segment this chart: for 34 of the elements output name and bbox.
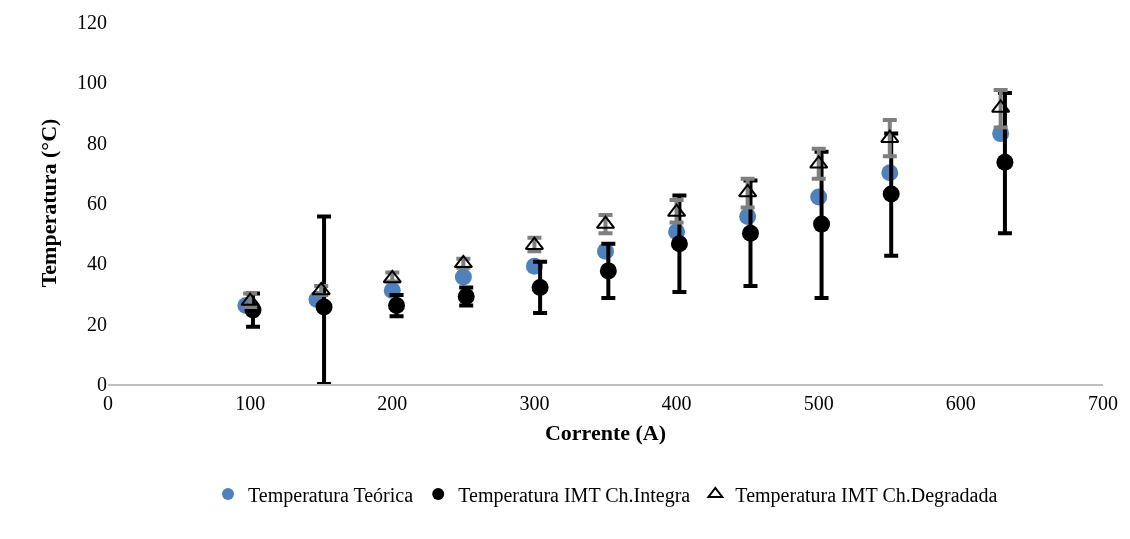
point [531,278,549,296]
y-axis-title: Temperatura (°C) [35,118,61,288]
y-tick-label: 60 [87,192,107,214]
point [742,224,759,242]
legend-label: Temperatura IMT Ch.Integra [458,483,691,507]
point [670,235,688,253]
x-tick-label: 500 [803,392,834,414]
point [388,297,406,315]
x-tick-label: 300 [519,392,550,414]
point [996,153,1014,171]
legend-label: Temperatura Teórica [248,483,414,507]
point [813,215,831,233]
point [882,185,900,203]
point [880,129,900,143]
point [991,99,1011,113]
x-tick-label: 100 [235,392,266,414]
x-axis-title: Corrente (A) [544,420,667,446]
point [809,155,829,169]
point [737,183,758,198]
point [599,262,617,280]
x-tick-label: 700 [1088,392,1118,414]
y-tick-label: 20 [87,312,107,335]
point [240,292,260,306]
legend-label: Temperatura IMT Ch.Degradada [735,483,998,507]
x-tick-label: 400 [661,392,692,414]
y-tick-label: 80 [87,131,107,154]
point [315,298,333,316]
point [454,268,472,286]
y-tick-label: 40 [87,252,107,275]
y-tick-label: 100 [77,71,107,94]
y-tick-label: 120 [77,11,107,33]
x-tick-label: 600 [945,392,976,414]
y-tick-label: 0 [97,373,107,395]
x-tick-label: 200 [377,392,408,414]
